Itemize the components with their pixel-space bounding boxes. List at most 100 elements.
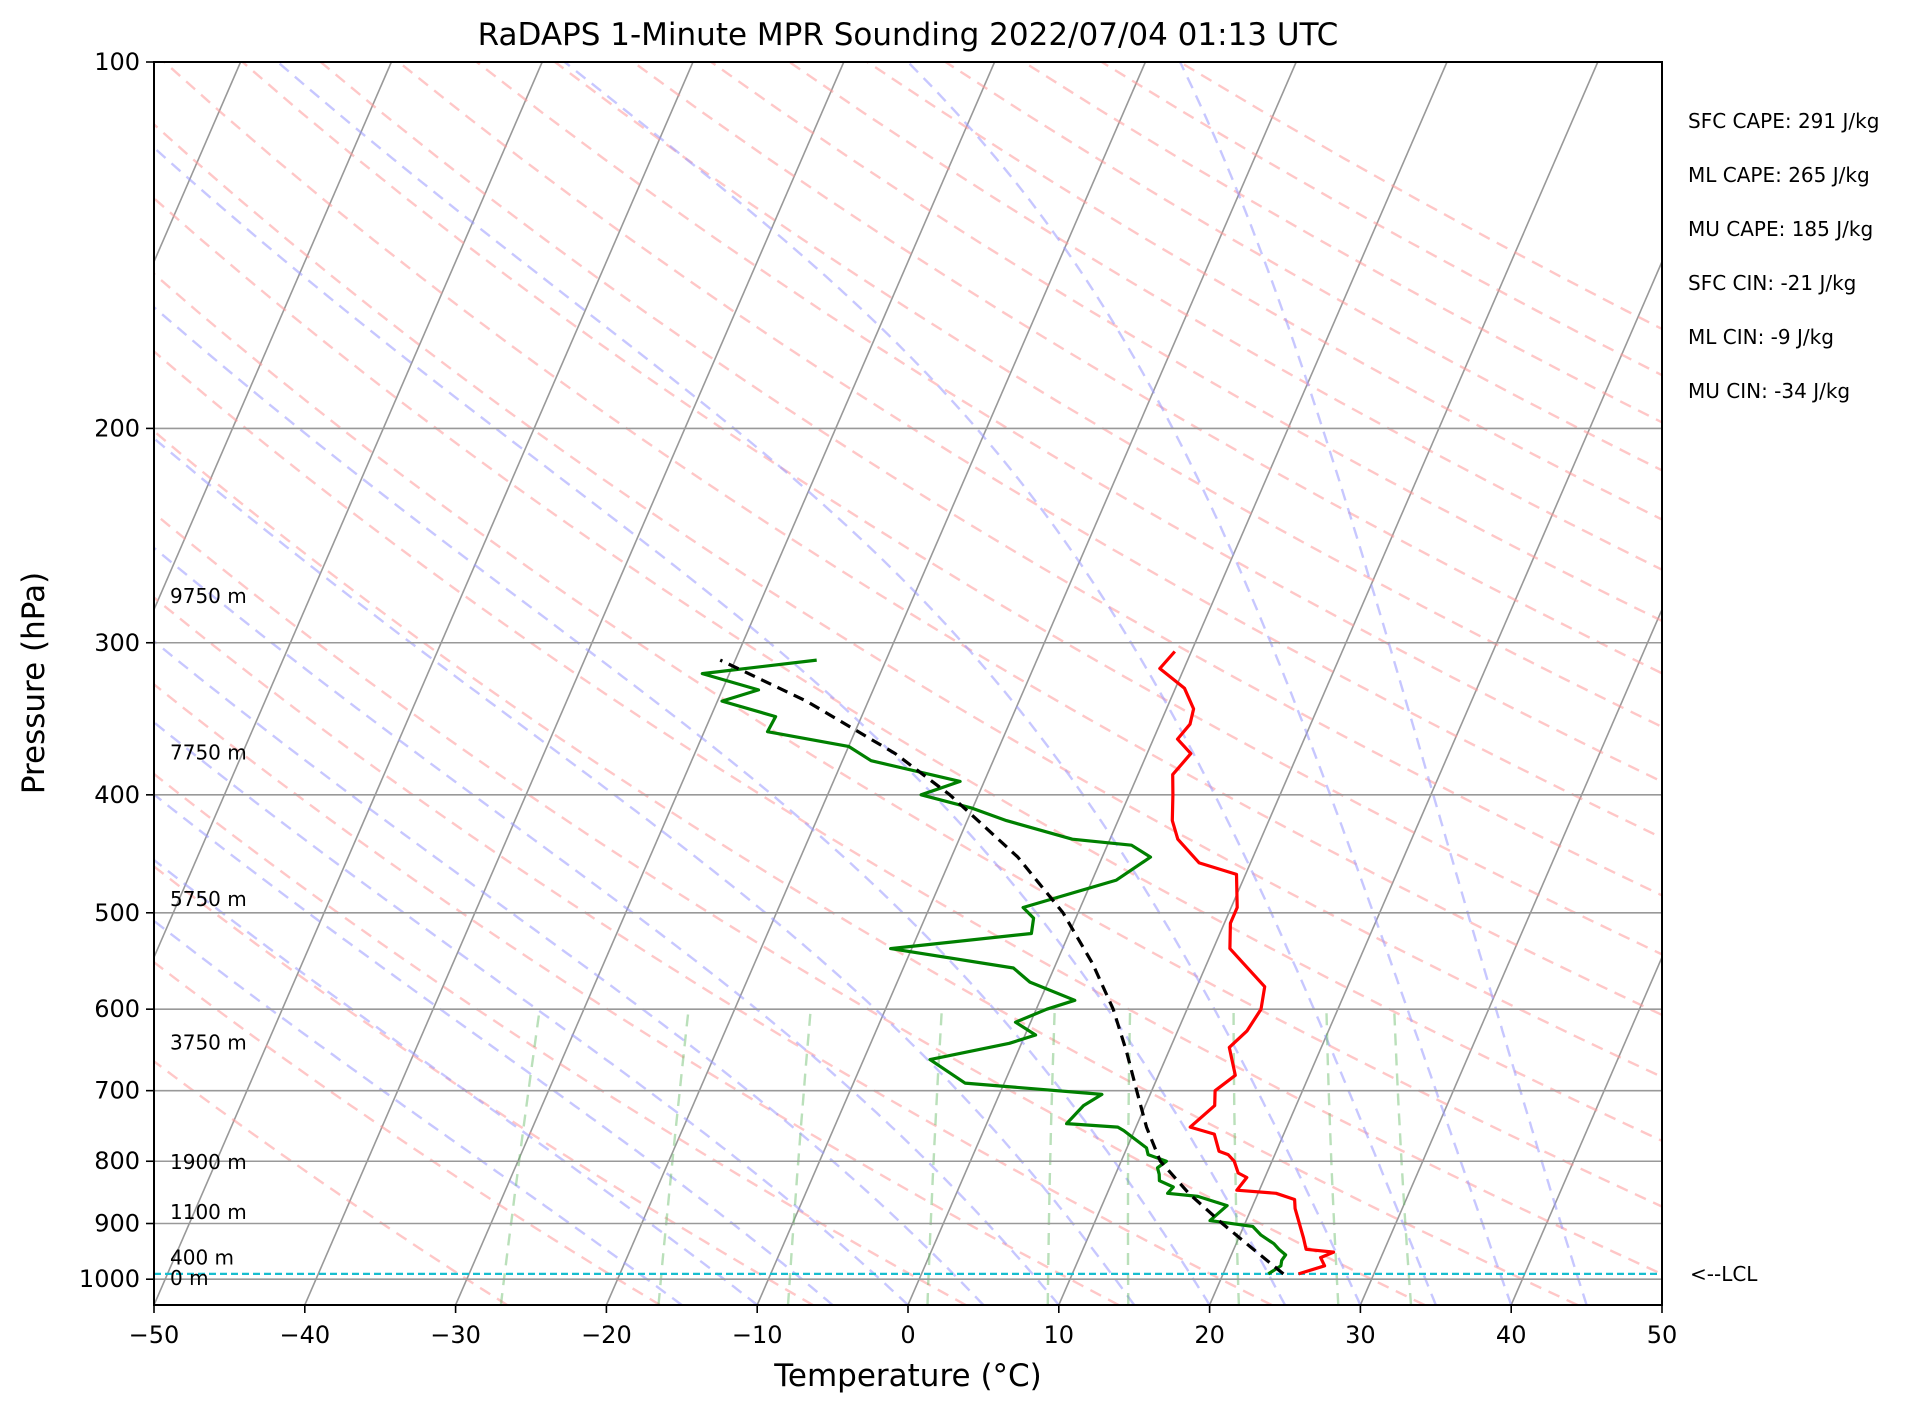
moist-adiabat	[154, 146, 1287, 1305]
index-text: ML CIN: -9 J/kg	[1688, 325, 1834, 349]
mixing-ratio-line	[1393, 1009, 1413, 1305]
index-text: MU CIN: -34 J/kg	[1688, 379, 1850, 403]
y-tick-label: 900	[94, 1210, 140, 1238]
y-tick-label: 600	[94, 995, 140, 1023]
pressure-grid	[154, 62, 1662, 1281]
moist-adiabat	[1179, 62, 1588, 1305]
height-label: 0 m	[170, 1266, 209, 1290]
chart-title: RaDAPS 1-Minute MPR Sounding 2022/07/04 …	[478, 17, 1339, 53]
dry-adiabat	[154, 864, 814, 1305]
dry-adiabat	[154, 272, 1662, 1208]
x-tick-label: 20	[1194, 1321, 1225, 1349]
dry-adiabat	[788, 62, 1662, 572]
isotherm-line	[1208, 259, 1662, 1305]
x-tick-label: 50	[1647, 1321, 1678, 1349]
dry-adiabat	[1022, 62, 1662, 424]
y-tick-label: 100	[94, 48, 140, 76]
mixing-ratio-line	[926, 1009, 943, 1305]
height-label: 1100 m	[170, 1200, 247, 1224]
isotherm-line	[154, 62, 543, 960]
plot-frame	[153, 61, 1663, 1306]
moist-adiabat	[154, 305, 1211, 1305]
y-tick-label: 400	[94, 781, 140, 809]
mixing-ratio-line	[1046, 1009, 1056, 1305]
sounding-series	[154, 650, 1662, 1276]
dry-adiabat	[1179, 62, 1662, 331]
dry-adiabat	[241, 62, 1662, 956]
dry-adiabat	[154, 772, 967, 1305]
y-tick-label: 800	[94, 1147, 140, 1175]
y-tick-label: 300	[94, 629, 140, 657]
isotherm-line	[454, 62, 996, 1305]
y-tick-label: 700	[94, 1077, 140, 1105]
dry-adiabat	[397, 62, 1662, 840]
isotherm-line	[304, 62, 845, 1305]
x-tick-label: 0	[900, 1321, 915, 1349]
dry-adiabat	[154, 349, 1662, 1276]
y-axis: 100 200 300 400 500 600 700 800 900 1000	[79, 48, 154, 1293]
x-axis: −50 −40 −30 −20 −10 0 10 20 30 40 50	[129, 1305, 1678, 1349]
temperature-line	[1158, 650, 1336, 1276]
moist-adiabat	[154, 720, 909, 1305]
x-axis-label: Temperature (°C)	[773, 1358, 1042, 1394]
isotherm-line	[756, 62, 1297, 1305]
isotherm-line	[154, 62, 694, 1305]
moist-adiabat	[154, 436, 1136, 1305]
mixing-ratio-line	[786, 1009, 812, 1305]
x-tick-label: −50	[129, 1321, 180, 1349]
stability-indices: SFC CAPE: 291 J/kg ML CAPE: 265 J/kg MU CA…	[1688, 109, 1879, 403]
isotherm-line	[1058, 62, 1599, 1305]
dry-adiabat	[319, 62, 1662, 897]
height-label: 5750 m	[170, 887, 247, 911]
height-label: 3750 m	[170, 1030, 247, 1054]
dry-adiabat	[154, 196, 1662, 1143]
moist-adiabat	[154, 792, 834, 1305]
mixing-ratio-line	[657, 1009, 690, 1305]
moist-adiabat	[563, 62, 1437, 1305]
y-tick-label: 1000	[79, 1265, 140, 1293]
x-tick-label: 40	[1496, 1321, 1527, 1349]
dry-adiabat	[154, 1059, 508, 1305]
x-tick-label: −30	[430, 1321, 481, 1349]
moist-adiabat	[154, 858, 758, 1305]
mixing-ratio-line	[1325, 1009, 1340, 1305]
moist-adiabat	[154, 639, 985, 1305]
dry-adiabat	[163, 62, 1662, 1017]
x-tick-label: 30	[1345, 1321, 1376, 1349]
mixing-ratio-line	[1126, 1009, 1132, 1305]
index-text: MU CAPE: 185 J/kg	[1688, 217, 1873, 241]
dry-adiabat	[554, 62, 1662, 729]
x-tick-label: 10	[1044, 1321, 1075, 1349]
dry-adiabat	[476, 62, 1662, 784]
y-tick-label: 200	[94, 414, 140, 442]
dry-adiabat	[866, 62, 1662, 521]
index-text: SFC CIN: -21 J/kg	[1688, 271, 1856, 295]
dry-adiabat	[154, 122, 1662, 1079]
dry-adiabat	[632, 62, 1662, 675]
x-tick-label: −10	[732, 1321, 783, 1349]
mixing-ratio-line	[1232, 1009, 1241, 1305]
index-text: SFC CAPE: 291 J/kg	[1688, 109, 1879, 133]
dry-adiabat	[154, 682, 1120, 1305]
x-tick-label: −20	[581, 1321, 632, 1349]
background-lines	[154, 62, 1911, 1305]
moist-adiabat	[276, 62, 1362, 1305]
dry-adiabat	[154, 595, 1273, 1305]
parcel-line	[719, 658, 1285, 1276]
isotherm-line	[1661, 1302, 1662, 1305]
height-label: 400 m	[170, 1246, 234, 1270]
mixing-ratio-line	[499, 1009, 541, 1305]
dewpoint-line	[700, 658, 1288, 1276]
isotherm-line	[1813, 62, 1911, 1305]
dry-adiabat	[154, 960, 661, 1305]
isotherm-line	[154, 62, 393, 612]
isotherm-line	[1510, 955, 1662, 1305]
dry-adiabat	[154, 511, 1426, 1305]
dry-adiabat	[154, 429, 1579, 1305]
height-labels: 9750 m 7750 m 5750 m 3750 m 1900 m 1100 m 400 …	[170, 584, 247, 1290]
x-tick-label: −40	[279, 1321, 330, 1349]
height-label: 1900 m	[170, 1150, 247, 1174]
y-axis-label: Pressure (hPa)	[16, 572, 52, 794]
dry-adiabat	[944, 62, 1662, 472]
moist-adiabat	[154, 546, 1060, 1305]
